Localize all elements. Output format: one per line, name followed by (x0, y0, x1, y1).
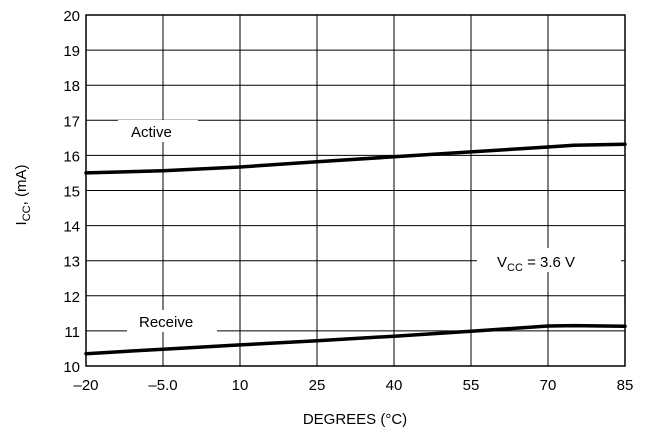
y-axis-title-sub: CC (21, 205, 33, 221)
series-line-receive (84, 323, 627, 356)
active-label-bg (118, 120, 198, 142)
vcc-annotation-bg (477, 248, 621, 272)
series-label-receive: Receive (139, 314, 193, 331)
x-tick-label: 55 (463, 377, 480, 394)
series-label-active: Active (131, 124, 172, 141)
series-line-active (84, 142, 627, 175)
y-tick-label: 13 (63, 254, 80, 271)
receive-label-bg (127, 310, 217, 332)
x-tick-label: –20 (73, 377, 98, 394)
x-tick-labels: –20 –5.0 10 25 40 55 70 85 (73, 377, 633, 394)
x-tick-label: 85 (617, 377, 634, 394)
y-tick-label: 16 (63, 148, 80, 165)
y-tick-label: 15 (63, 184, 80, 201)
vcc-annotation-main: V (497, 254, 507, 271)
y-tick-label: 17 (63, 113, 80, 130)
x-tick-label: 40 (386, 377, 403, 394)
y-tick-label: 11 (64, 324, 80, 341)
y-axis-title: ICC, (mA) (13, 165, 33, 226)
vcc-annotation: VCC = 3.6 V (497, 254, 575, 274)
x-tick-label: 70 (540, 377, 557, 394)
y-tick-label: 14 (63, 219, 80, 236)
y-axis-title-rest: , (mA) (13, 165, 30, 206)
x-axis-title: DEGREES (°C) (303, 411, 407, 428)
vcc-annotation-sub: CC (507, 262, 523, 274)
x-tick-label: –5.0 (148, 377, 177, 394)
y-tick-label: 10 (63, 359, 80, 376)
plot-frame (85, 14, 626, 367)
y-tick-label: 18 (63, 78, 80, 95)
series-group (84, 142, 627, 356)
y-tick-label: 12 (63, 289, 80, 306)
grid (85, 14, 626, 367)
y-tick-label: 19 (63, 43, 80, 60)
x-tick-label: 25 (309, 377, 326, 394)
y-tick-labels: 10 11 12 13 14 15 16 17 18 19 20 (63, 8, 80, 376)
vcc-annotation-rest: = 3.6 V (523, 254, 575, 271)
x-tick-label: 10 (232, 377, 249, 394)
y-tick-label: 20 (63, 8, 80, 25)
y-axis-title-main: I (13, 221, 30, 225)
